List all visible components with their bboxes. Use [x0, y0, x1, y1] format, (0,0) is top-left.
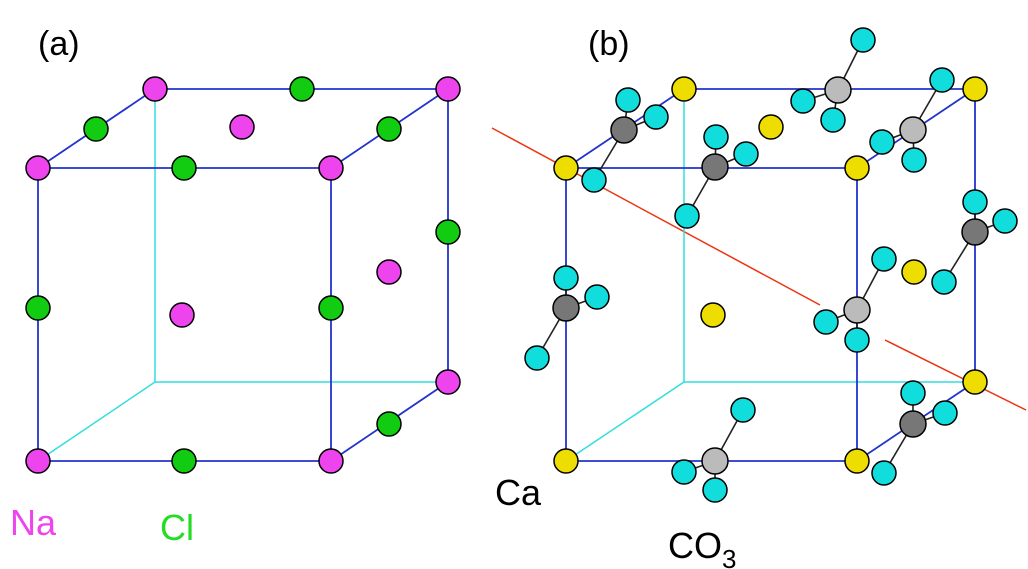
nacl-atoms [25, 76, 461, 474]
na-atom [435, 76, 461, 102]
calcite-back-edges [565, 89, 975, 462]
oxygen-atom [615, 87, 641, 113]
ca-atom [844, 448, 870, 474]
oxygen-atom [901, 147, 927, 173]
oxygen-atom [524, 345, 550, 371]
oxygen-atom [900, 380, 926, 406]
ca-atom [901, 259, 927, 285]
na-atom [25, 155, 51, 181]
cl-atom [318, 295, 344, 321]
na-atom [376, 259, 402, 285]
oxygen-atom [703, 124, 729, 150]
co3-legend-main: CO [668, 525, 722, 566]
back-edge [565, 381, 685, 462]
oxygen-atom [643, 104, 669, 130]
na-atom [318, 155, 344, 181]
co3-legend-subscript: 3 [722, 544, 736, 569]
panel-b-label: (b) [588, 25, 630, 63]
na-atom [169, 302, 195, 328]
oxygen-atom [962, 189, 988, 215]
ca-atom [700, 302, 726, 328]
na-legend-label: Na [10, 502, 57, 543]
oxygen-atom [581, 167, 607, 193]
carbon-atom [701, 447, 729, 475]
oxygen-atom [932, 400, 958, 426]
carbon-atom [899, 410, 927, 438]
oxygen-atom [850, 27, 876, 53]
carbon-atom [899, 116, 927, 144]
oxygen-atom [733, 141, 759, 167]
panel-a-label: (a) [38, 25, 80, 63]
na-atom [318, 448, 344, 474]
ca-atom [962, 369, 988, 395]
carbon-atom [610, 116, 638, 144]
calcite-atoms [524, 27, 1018, 503]
oxygen-atom [820, 107, 846, 133]
carbonate-bonds [536, 39, 1006, 490]
na-atom [229, 114, 255, 140]
plane-segment [491, 127, 821, 306]
ca-atom [671, 76, 697, 102]
ca-atom [962, 76, 988, 102]
nacl-unit-cell [25, 76, 461, 474]
oxygen-atom [584, 284, 610, 310]
cl-atom [83, 116, 109, 142]
ca-legend-label: Ca [495, 472, 542, 513]
carbon-atom [701, 153, 729, 181]
oxygen-atom [844, 327, 870, 353]
back-edge [37, 381, 156, 462]
ca-atom [553, 155, 579, 181]
oxygen-atom [730, 397, 756, 423]
oxygen-atom [869, 129, 895, 155]
cl-atom [376, 411, 402, 437]
oxygen-atom [929, 67, 955, 93]
oxygen-atom [871, 460, 897, 486]
oxygen-atom [702, 477, 728, 503]
ca-atom [758, 114, 784, 140]
ca-atom [844, 155, 870, 181]
cleavage-plane-line [491, 127, 1027, 411]
cl-atom [435, 219, 461, 245]
oxygen-atom [553, 265, 579, 291]
cl-legend-label: Cl [160, 507, 194, 548]
nacl-back-edges [37, 89, 448, 462]
oxygen-atom [671, 459, 697, 485]
calcite-unit-cell [491, 27, 1027, 503]
cl-atom [171, 448, 197, 474]
carbon-atom [824, 76, 852, 104]
oxygen-atom [674, 203, 700, 229]
oxygen-atom [813, 309, 839, 335]
na-atom [435, 369, 461, 395]
cl-atom [171, 155, 197, 181]
co3-legend-label: CO3 [668, 525, 736, 569]
plane-segment [884, 339, 1027, 411]
cl-atom [25, 295, 51, 321]
carbon-atom [843, 296, 871, 324]
oxygen-atom [871, 246, 897, 272]
cl-atom [289, 76, 315, 102]
oxygen-atom [790, 88, 816, 114]
oxygen-atom [992, 208, 1018, 234]
carbon-atom [961, 218, 989, 246]
cl-atom [376, 116, 402, 142]
carbon-atom [552, 294, 580, 322]
ca-atom [553, 448, 579, 474]
na-atom [25, 448, 51, 474]
na-atom [142, 76, 168, 102]
oxygen-atom [931, 269, 957, 295]
